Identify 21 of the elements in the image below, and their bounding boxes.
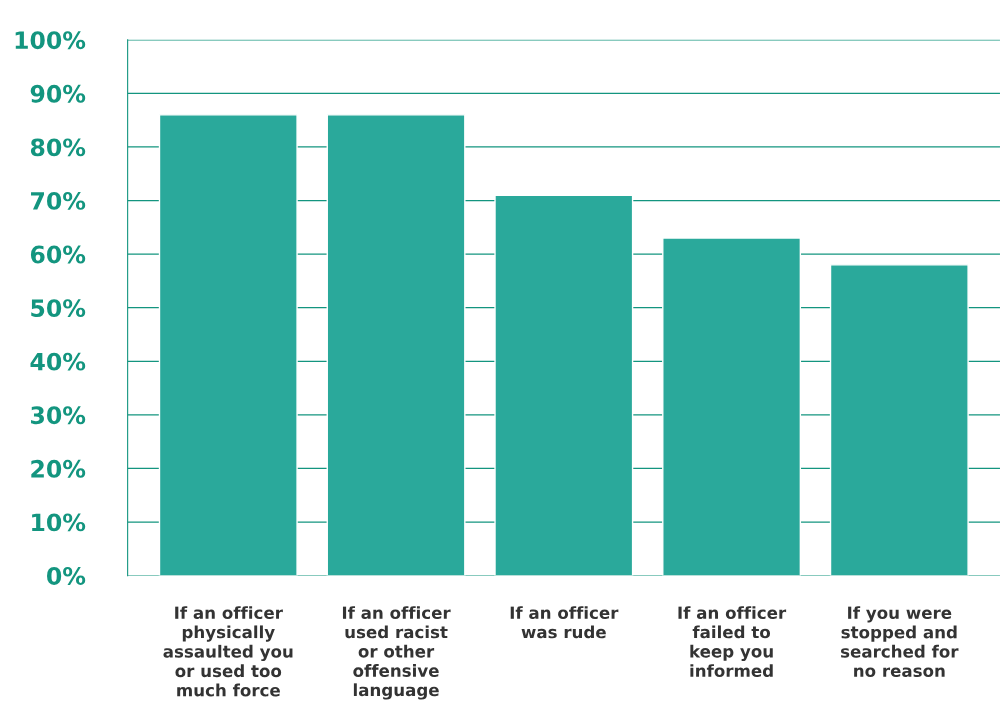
y-tick-label: 80% <box>30 138 86 157</box>
y-tick-label: 100% <box>15 31 86 50</box>
x-tick-label: If an officer physically assaulted you or used too much force <box>163 606 293 697</box>
y-tick-label: 10% <box>32 513 86 532</box>
y-tick-label: 50% <box>31 299 86 318</box>
bar <box>326 114 466 576</box>
bar <box>158 114 298 576</box>
bar <box>494 194 634 576</box>
y-tick-label: 30% <box>31 406 86 425</box>
y-tick-label: 0% <box>47 567 86 585</box>
y-tick-label: 90% <box>30 84 86 103</box>
y-tick-label: 70% <box>31 191 86 210</box>
bar <box>662 237 802 576</box>
x-tick-label: If an officer used racist or other offensive language <box>342 606 451 700</box>
x-tick-label: If an officer failed to keep you informed <box>678 606 787 678</box>
y-tick-label: 40% <box>30 352 86 371</box>
y-tick-label: 20% <box>31 459 86 478</box>
bar <box>829 264 969 576</box>
x-tick-label: If you were stopped and searched for no reason <box>840 606 959 678</box>
y-tick-label: 60% <box>30 245 86 264</box>
x-tick-label: If an officer was rude <box>510 606 619 639</box>
